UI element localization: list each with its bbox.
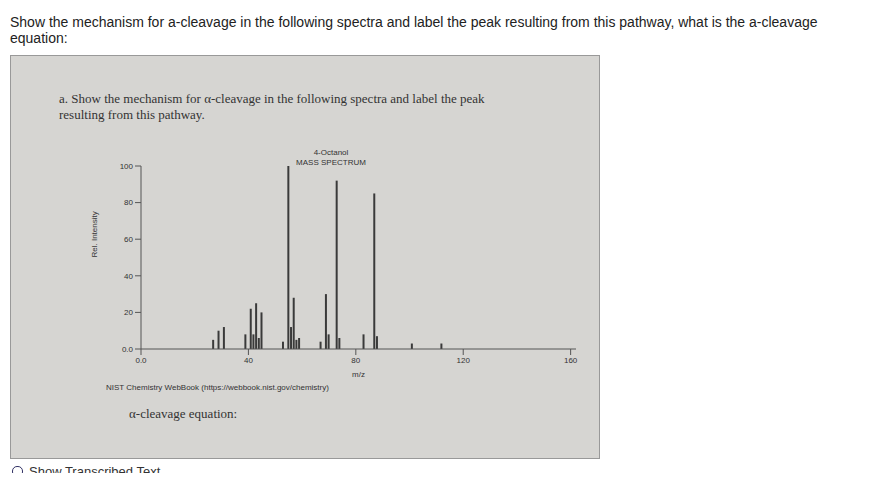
svg-text:20: 20 bbox=[124, 308, 133, 317]
svg-text:120: 120 bbox=[457, 356, 471, 365]
html-text:α-cleavage equation:: α-cleavage equation: bbox=[129, 406, 238, 421]
svg-text:80: 80 bbox=[351, 356, 360, 365]
svg-text:160: 160 bbox=[564, 356, 578, 365]
html-text:Show the mechanism for a-cleav: Show the mechanism for a-cleavage in the… bbox=[10, 14, 818, 46]
svg-text:0.0: 0.0 bbox=[135, 356, 147, 365]
html-text:MASS SPECTRUM: MASS SPECTRUM bbox=[296, 158, 366, 167]
svg-text:0.0: 0.0 bbox=[122, 345, 134, 354]
html-text:Show Transcribed Text: Show Transcribed Text bbox=[29, 464, 161, 479]
html-text:a. Show the mechanism for α-cl: a. Show the mechanism for α-cleavage in … bbox=[59, 91, 485, 122]
html-text:4-Octanol: 4-Octanol bbox=[313, 148, 349, 157]
html-text:NIST Chemistry WebBook (https:: NIST Chemistry WebBook (https://webbook.… bbox=[106, 383, 329, 392]
svg-text:40: 40 bbox=[124, 272, 133, 281]
svg-text:100: 100 bbox=[120, 162, 134, 171]
svg-text:60: 60 bbox=[124, 235, 133, 244]
svg-text:Rel. Intensity: Rel. Intensity bbox=[90, 211, 99, 257]
svg-text:m/z: m/z bbox=[352, 370, 365, 379]
svg-text:40: 40 bbox=[244, 356, 253, 365]
svg-text:80: 80 bbox=[124, 198, 133, 207]
